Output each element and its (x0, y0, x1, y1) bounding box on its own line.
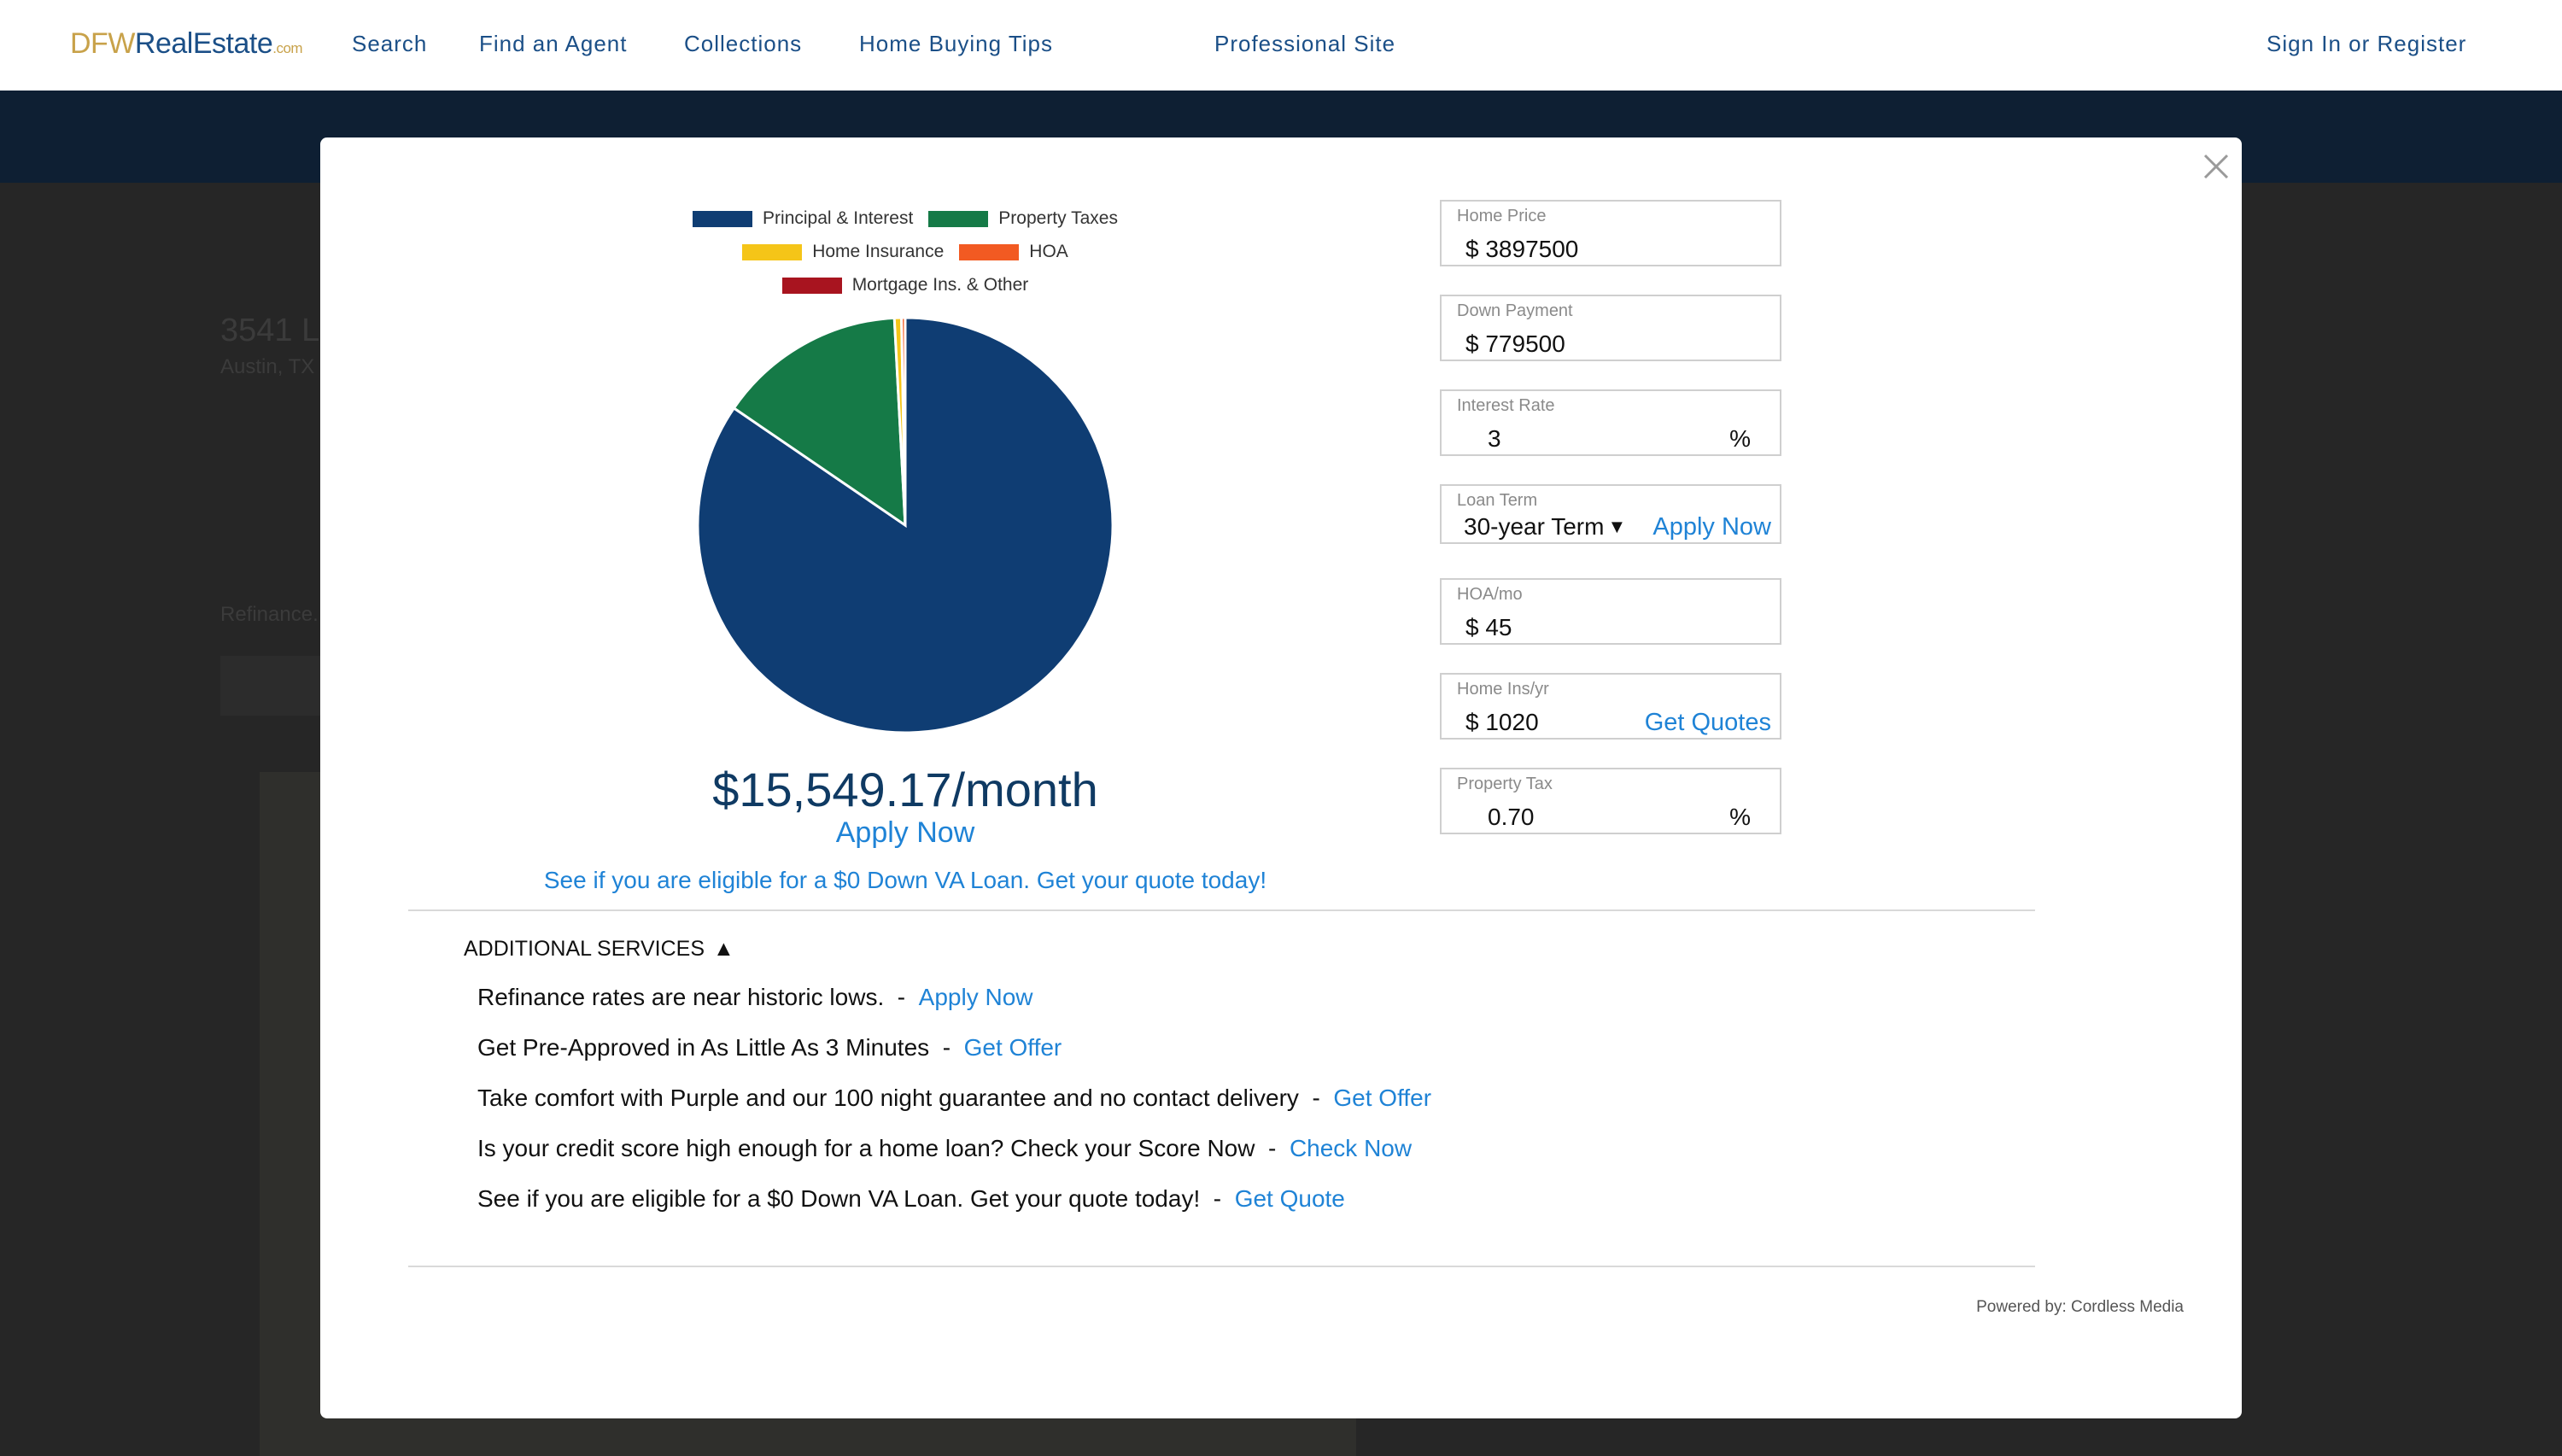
service-text: Refinance rates are near historic lows. (477, 984, 885, 1010)
service-separator: - (897, 984, 906, 1010)
legend-swatch (781, 277, 842, 294)
loan-term-apply-now-link[interactable]: Apply Now (1652, 513, 1771, 541)
percent-suffix: % (1729, 425, 1751, 452)
chart-legend: Principal & Interest Property Taxes Home… (683, 208, 1127, 308)
service-item: Refinance rates are near historic lows. … (477, 984, 1033, 1011)
logo-dfw: DFW (70, 27, 135, 60)
legend-label: Mortgage Ins. & Other (851, 275, 1029, 295)
legend-home-insurance: Home Insurance (742, 242, 944, 262)
slice-hoa (900, 316, 907, 526)
service-text: Is your credit score high enough for a h… (477, 1135, 1255, 1161)
currency-symbol: $ (1465, 236, 1479, 262)
currency-symbol: $ (1465, 330, 1479, 357)
additional-services-toggle[interactable]: ADDITIONAL SERVICES ▲ (464, 937, 734, 962)
service-text: Take comfort with Purple and our 100 nig… (477, 1085, 1299, 1111)
legend-swatch (959, 243, 1020, 260)
divider (408, 909, 2035, 911)
interest-rate-field[interactable]: Interest Rate 3 % (1440, 389, 1781, 456)
down-payment-field[interactable]: Down Payment $ 779500 (1440, 295, 1781, 361)
home-price-field[interactable]: Home Price $ 3897500 (1440, 200, 1781, 266)
hoa-value: 45 (1485, 614, 1512, 640)
site-logo[interactable]: DFWRealEstate.com (70, 27, 303, 61)
legend-label: HOA (1029, 242, 1068, 261)
down-payment-input[interactable]: $ 779500 (1465, 330, 1565, 358)
bg-block (220, 656, 323, 716)
field-label: Interest Rate (1457, 396, 1555, 415)
service-get-offer-link[interactable]: Get Offer (963, 1034, 1062, 1061)
service-item: Get Pre-Approved in As Little As 3 Minut… (477, 1034, 1062, 1061)
service-separator: - (1268, 1135, 1277, 1161)
legend-principal-interest: Principal & Interest (693, 208, 913, 229)
field-label: Property Tax (1457, 775, 1553, 793)
percent-suffix: % (1729, 804, 1751, 830)
logo-realestate: RealEstate (134, 27, 273, 60)
home-price-input[interactable]: $ 3897500 (1465, 236, 1578, 263)
service-separator: - (942, 1034, 951, 1061)
monthly-payment: $15,549.17/month (712, 763, 1098, 816)
interest-rate-input[interactable]: 3 (1488, 425, 1501, 452)
sign-in-link[interactable]: Sign In or Register (2267, 31, 2467, 56)
home-price-value: 3897500 (1485, 236, 1579, 262)
service-separator: - (1312, 1085, 1320, 1111)
service-item: Is your credit score high enough for a h… (477, 1135, 1412, 1162)
loan-term-value: 30-year Term (1464, 513, 1605, 540)
legend-label: Home Insurance (812, 242, 945, 261)
loan-term-field: Loan Term 30-year Term ▼ Apply Now (1440, 484, 1781, 544)
service-item: See if you are eligible for a $0 Down VA… (477, 1185, 1345, 1213)
service-text: See if you are eligible for a $0 Down VA… (477, 1185, 1201, 1212)
service-apply-now-link[interactable]: Apply Now (918, 984, 1033, 1010)
service-check-now-link[interactable]: Check Now (1289, 1135, 1413, 1161)
currency-symbol: $ (1465, 614, 1479, 640)
hoa-field[interactable]: HOA/mo $ 45 (1440, 578, 1781, 645)
down-payment-value: 779500 (1485, 330, 1565, 357)
property-tax-field[interactable]: Property Tax 0.70 % (1440, 768, 1781, 834)
top-nav: DFWRealEstate.com Search Find an Agent C… (0, 0, 2562, 91)
logo-com: .com (272, 40, 303, 56)
mortgage-calculator-modal (320, 137, 2242, 1418)
loan-term-select[interactable]: 30-year Term ▼ (1464, 513, 1626, 541)
powered-by: Powered by: Cordless Media (1976, 1298, 2184, 1316)
va-loan-promo-link[interactable]: See if you are eligible for a $0 Down VA… (543, 867, 1267, 893)
additional-services-title: ADDITIONAL SERVICES (464, 937, 705, 961)
home-insurance-field[interactable]: Home Ins/yr $ 1020 Get Quotes (1440, 673, 1781, 740)
legend-swatch (693, 210, 753, 227)
legend-label: Property Taxes (998, 208, 1118, 228)
payment-pie-chart (696, 316, 1114, 734)
property-tax-input[interactable]: 0.70 (1488, 804, 1535, 830)
bg-section: Refinance... (220, 603, 330, 626)
legend-label: Principal & Interest (763, 208, 914, 228)
legend-hoa: HOA (959, 242, 1068, 262)
apply-now-link[interactable]: Apply Now (835, 816, 975, 849)
service-get-quote-link[interactable]: Get Quote (1234, 1185, 1345, 1212)
field-label: Down Payment (1457, 301, 1573, 320)
nav-find-agent[interactable]: Find an Agent (479, 31, 628, 56)
bg-city: Austin, TX (220, 355, 315, 378)
close-icon[interactable] (2200, 150, 2232, 183)
legend-swatch (928, 210, 989, 227)
service-item: Take comfort with Purple and our 100 nig… (477, 1085, 1431, 1112)
legend-property-taxes: Property Taxes (928, 208, 1118, 229)
hoa-input[interactable]: $ 45 (1465, 614, 1512, 641)
legend-mortgage-ins: Mortgage Ins. & Other (781, 275, 1029, 295)
nav-search[interactable]: Search (352, 31, 428, 56)
caret-down-icon: ▼ (1607, 516, 1627, 537)
field-label: Home Price (1457, 207, 1547, 225)
service-get-offer-link[interactable]: Get Offer (1333, 1085, 1432, 1111)
field-label: HOA/mo (1457, 585, 1523, 604)
nav-professional-site[interactable]: Professional Site (1214, 31, 1396, 56)
field-label: Home Ins/yr (1457, 680, 1549, 699)
nav-collections[interactable]: Collections (684, 31, 803, 56)
service-separator: - (1213, 1185, 1222, 1212)
currency-symbol: $ (1465, 709, 1479, 735)
home-insurance-value: 1020 (1485, 709, 1539, 735)
get-quotes-link[interactable]: Get Quotes (1644, 709, 1771, 736)
home-insurance-input[interactable]: $ 1020 (1465, 709, 1539, 736)
nav-home-buying-tips[interactable]: Home Buying Tips (859, 31, 1053, 56)
legend-swatch (742, 243, 803, 260)
caret-up-icon: ▲ (713, 937, 734, 961)
slice-property-taxes (732, 316, 907, 528)
divider (408, 1266, 2035, 1267)
field-label: Loan Term (1457, 491, 1538, 510)
service-text: Get Pre-Approved in As Little As 3 Minut… (477, 1034, 930, 1061)
